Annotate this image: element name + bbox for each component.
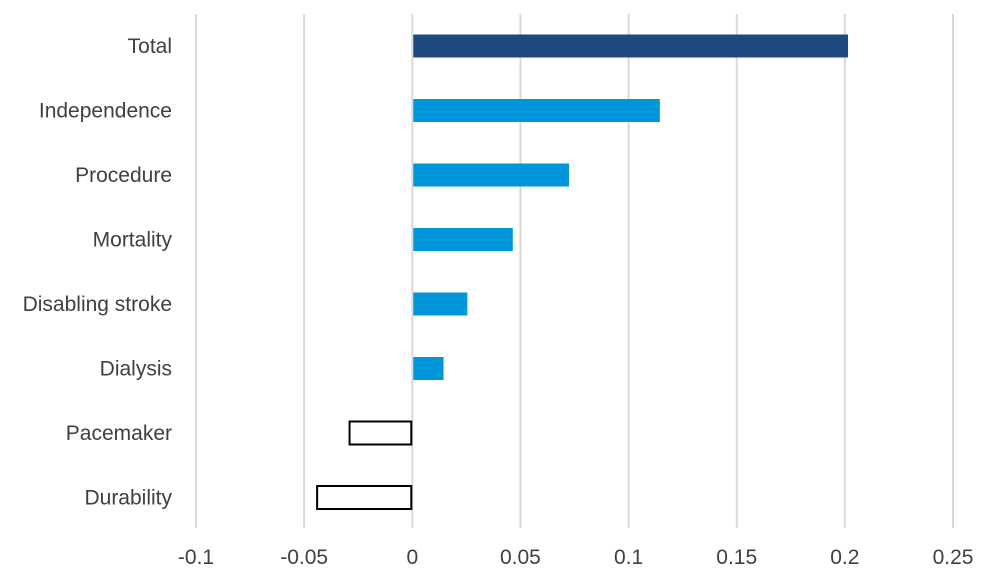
category-label: Disabling stroke: [23, 293, 172, 316]
x-axis-tick-labels: -0.1 -0.05 0 0.05 0.1 0.15 0.2 0.25: [178, 546, 974, 569]
category-labels: Total Independence Procedure Mortality Disab…: [23, 35, 173, 510]
x-tick-label: 0.2: [830, 546, 859, 569]
x-tick-label: 0.1: [614, 546, 643, 569]
bar-independence: [413, 99, 660, 122]
bar-disabling-stroke: [413, 292, 468, 316]
x-tick-label: 0.05: [500, 546, 541, 569]
category-label: Procedure: [75, 164, 172, 187]
bar-durability: [316, 485, 413, 510]
gridlines: [195, 14, 954, 528]
category-label: Pacemaker: [66, 422, 172, 445]
category-label: Total: [128, 35, 172, 58]
category-label: Mortality: [93, 229, 173, 252]
bar-total: [413, 34, 849, 58]
bar-pacemaker: [348, 420, 413, 446]
bars: [316, 34, 849, 510]
bar-dialysis: [413, 357, 444, 380]
x-tick-label: -0.05: [280, 546, 328, 569]
category-label: Independence: [39, 100, 172, 123]
category-label: Dialysis: [100, 358, 172, 381]
x-tick-label: -0.1: [178, 546, 214, 569]
bar-procedure: [413, 163, 570, 187]
x-tick-label: 0: [406, 546, 418, 569]
x-tick-label: 0.25: [933, 546, 974, 569]
bar-mortality: [413, 228, 513, 251]
x-tick-label: 0.15: [716, 546, 757, 569]
category-label: Durability: [84, 487, 172, 510]
